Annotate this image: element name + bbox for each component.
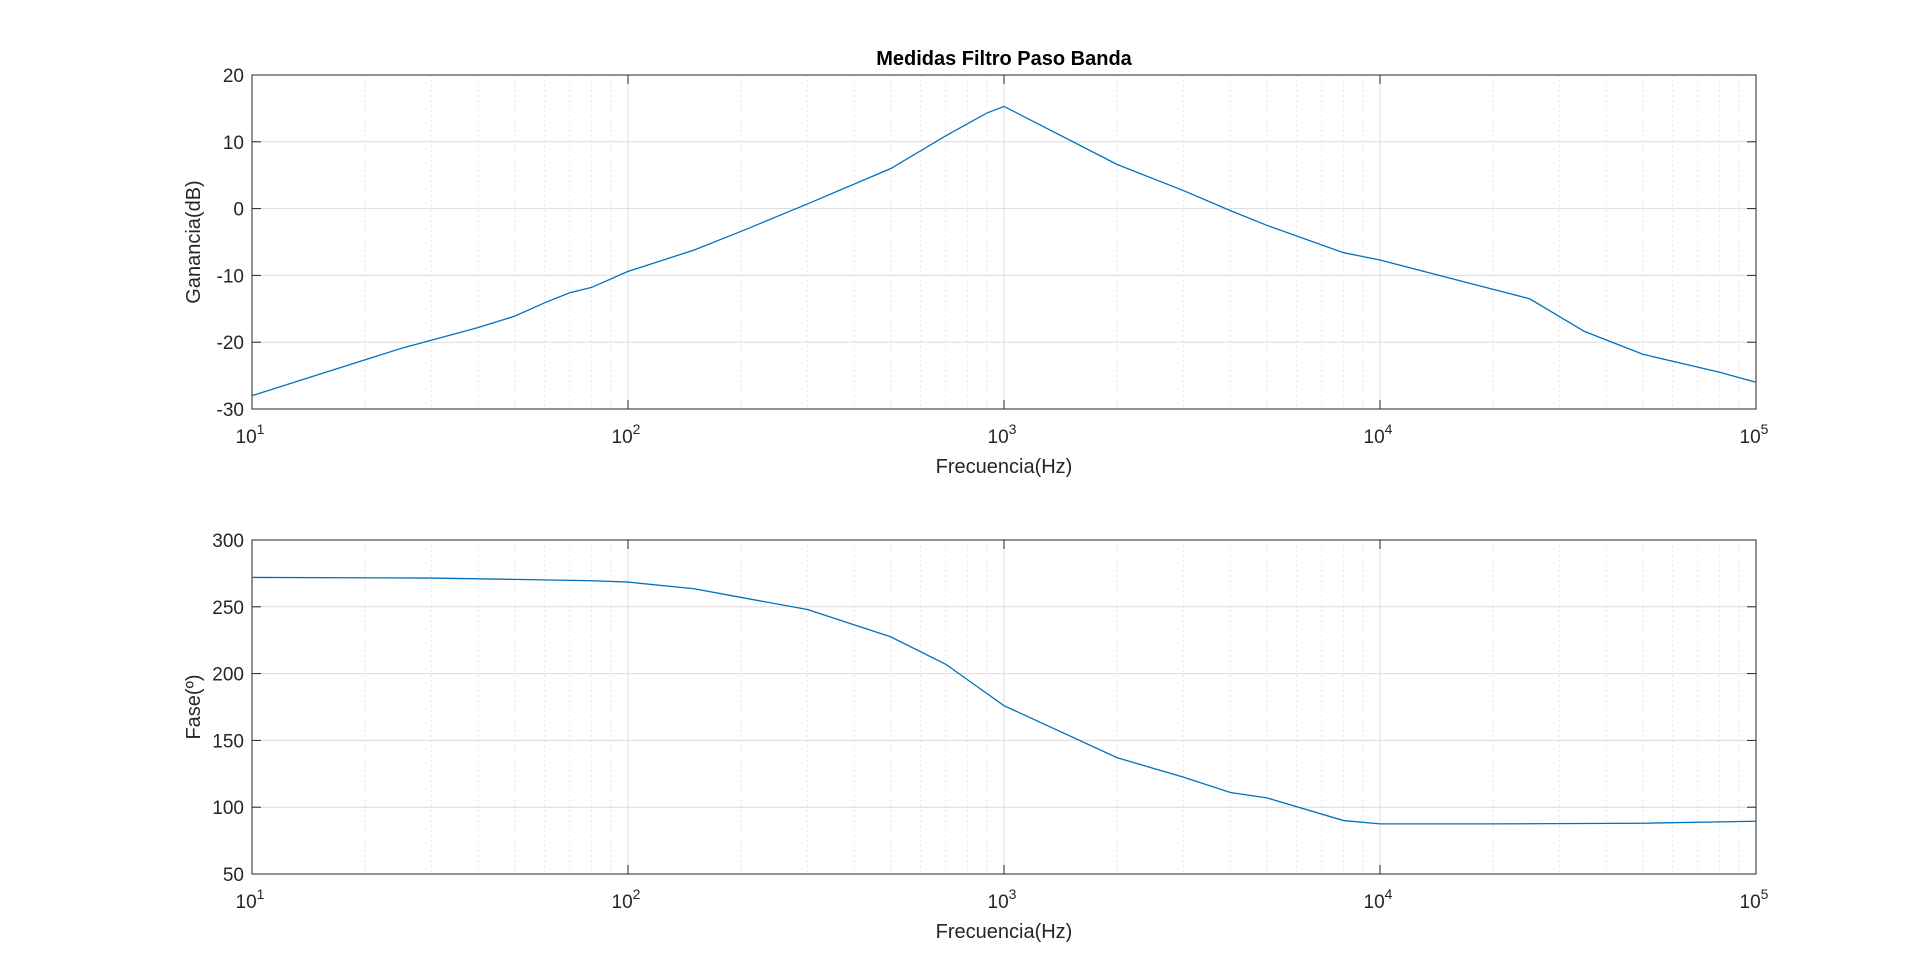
gain-panel: 101 102 103 104 105 -30 -20 -10 0 10 20 Frecuencia(…: [183, 48, 1769, 478]
phase-x-tick-label: 105: [1740, 886, 1769, 913]
gain-y-tick-label: -30: [217, 400, 244, 421]
gain-x-tick-label: 101: [236, 421, 265, 448]
gain-y-axis-label: Ganancia(dB): [183, 180, 205, 303]
gain-x-tick-label: 105: [1740, 421, 1769, 448]
gain-x-axis-label: Frecuencia(Hz): [936, 456, 1073, 478]
phase-series-line: [251, 576, 1757, 825]
gain-y-tick-label: -20: [217, 333, 244, 354]
phase-y-tick-label: 300: [212, 531, 244, 552]
gain-y-tick-label: 10: [223, 133, 244, 154]
phase-y-tick-label: 50: [223, 865, 244, 886]
gain-x-tick-label: 104: [1364, 421, 1393, 448]
phase-y-tick-label: 250: [212, 598, 244, 619]
phase-x-tick-label: 104: [1364, 886, 1393, 913]
phase-y-axis-label: Fase(º): [183, 674, 205, 739]
phase-y-tick-label: 200: [212, 665, 244, 686]
phase-x-axis-label: Frecuencia(Hz): [936, 921, 1073, 943]
phase-y-tick-label: 100: [212, 798, 244, 819]
gain-y-tick-label: 0: [233, 200, 244, 221]
phase-axes-box: [251, 539, 1757, 875]
phase-y-tick-label: 150: [212, 731, 244, 752]
phase-x-tick-label: 103: [988, 886, 1017, 913]
phase-panel: 101 102 103 104 105 50 100 150 200 250 300 Frecuenc…: [183, 531, 1769, 943]
phase-x-tick-label: 102: [612, 886, 641, 913]
gain-x-tick-label: 102: [612, 421, 641, 448]
gain-series-line: [251, 105, 1757, 397]
gain-y-tick-label: 20: [223, 66, 244, 87]
gain-x-tick-label: 103: [988, 421, 1017, 448]
gain-axes-box: [251, 74, 1757, 410]
gain-y-tick-label: -10: [217, 266, 244, 287]
phase-x-tick-label: 101: [236, 886, 265, 913]
gain-chart-title: Medidas Filtro Paso Banda: [876, 48, 1132, 70]
